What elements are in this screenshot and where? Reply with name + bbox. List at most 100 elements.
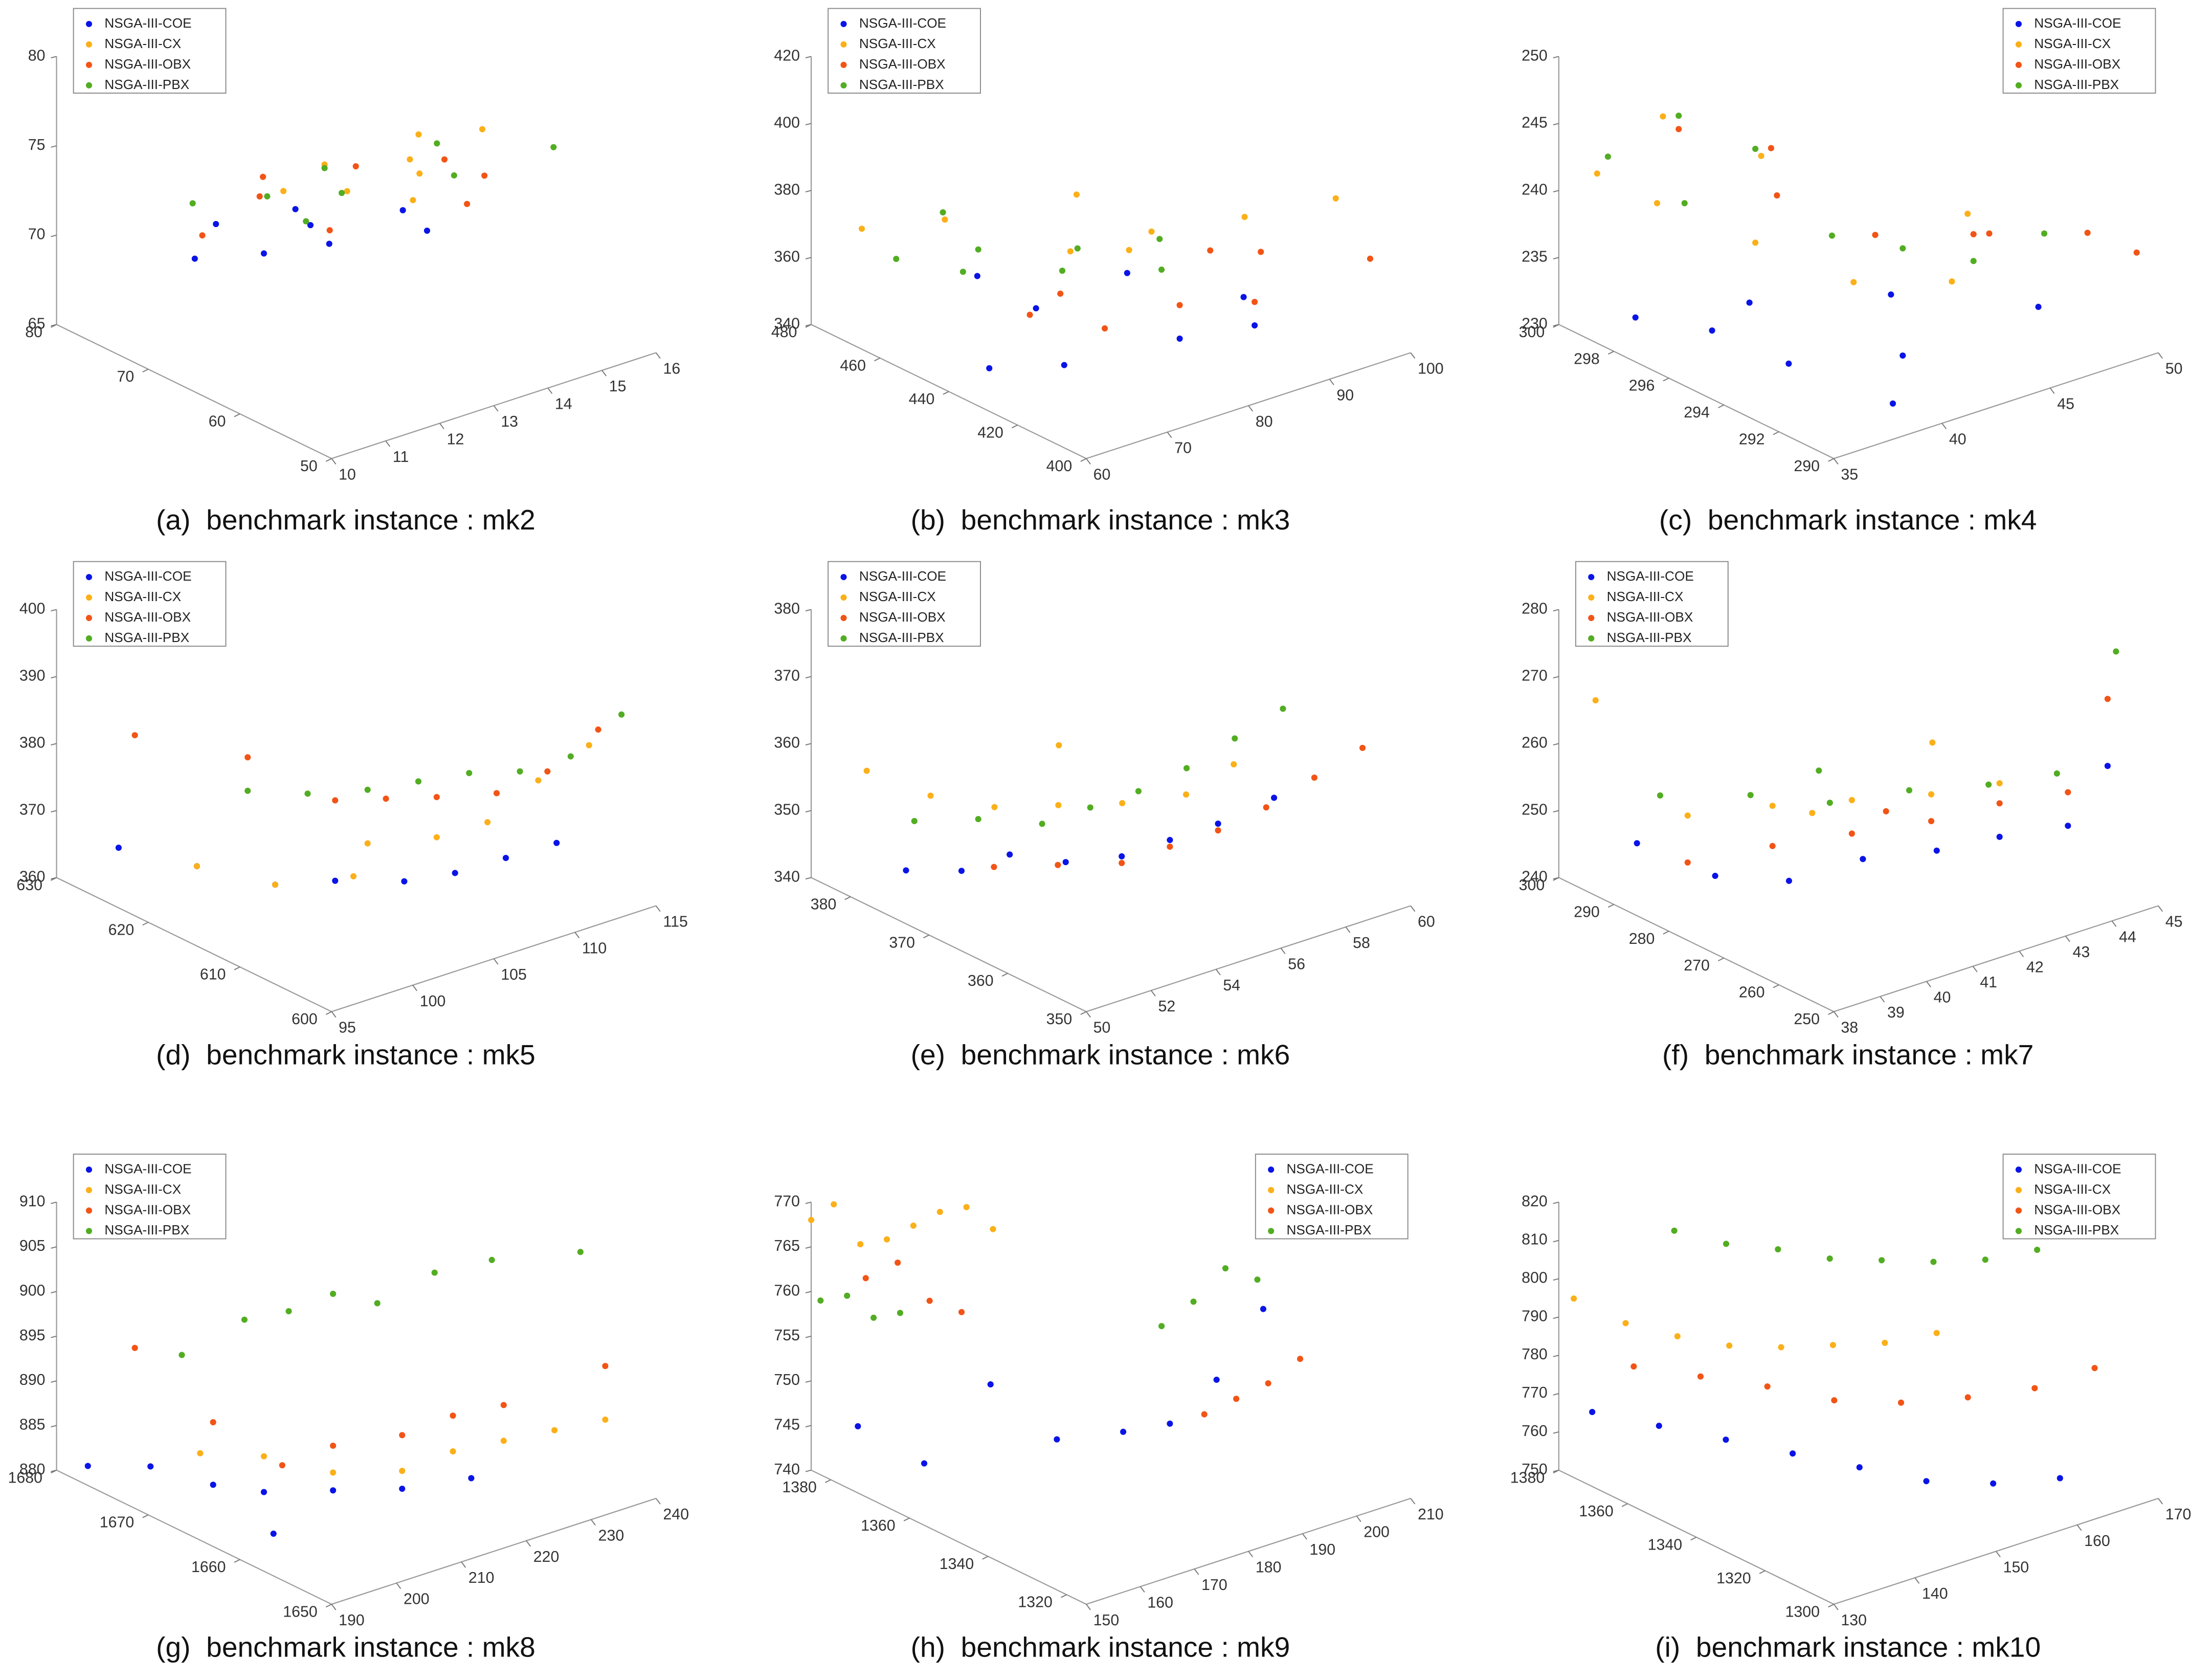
z-tick-label: 350 bbox=[774, 801, 800, 818]
z-tick-label: 230 bbox=[1522, 315, 1548, 332]
x-tick-label: 90 bbox=[1336, 387, 1354, 404]
x-tick-label: 160 bbox=[1147, 1594, 1173, 1611]
point bbox=[1240, 294, 1247, 300]
x-tick-label: 170 bbox=[2165, 1506, 2192, 1523]
point bbox=[1816, 767, 1822, 774]
x-tick-label: 170 bbox=[1201, 1577, 1227, 1594]
legend-marker bbox=[840, 61, 847, 68]
legend-marker bbox=[85, 1187, 93, 1194]
point bbox=[292, 206, 299, 212]
point bbox=[1970, 231, 1977, 237]
legend-box bbox=[73, 1154, 227, 1240]
y-tick-label: 400 bbox=[1046, 458, 1073, 475]
z-tick-label: 420 bbox=[774, 47, 800, 64]
point bbox=[1258, 249, 1264, 255]
x-tick-label: 45 bbox=[2057, 396, 2074, 413]
legend-marker bbox=[840, 41, 847, 48]
y-tick-label: 1340 bbox=[940, 1556, 974, 1573]
point bbox=[410, 197, 416, 204]
point bbox=[1176, 302, 1183, 308]
point bbox=[870, 1314, 877, 1321]
y-tick bbox=[325, 1011, 332, 1015]
legend-marker bbox=[85, 82, 93, 89]
point bbox=[1654, 200, 1661, 207]
z-tick-label: 70 bbox=[28, 226, 46, 243]
z-tick-label: 260 bbox=[1522, 734, 1548, 751]
point bbox=[1634, 840, 1640, 847]
z-tick-label: 360 bbox=[774, 734, 800, 751]
x-tick bbox=[439, 423, 444, 430]
axis-line bbox=[1558, 324, 1835, 459]
y-tick-label: 50 bbox=[300, 458, 318, 475]
x-tick bbox=[1194, 1568, 1199, 1575]
point bbox=[975, 246, 981, 253]
point bbox=[1996, 780, 2003, 787]
legend-label: NSGA-III-PBX bbox=[104, 77, 189, 92]
x-tick-label: 39 bbox=[1887, 1004, 1905, 1021]
z-tick-label: 760 bbox=[774, 1282, 800, 1299]
point bbox=[553, 839, 560, 846]
z-tick-label: 240 bbox=[1522, 181, 1548, 198]
z-tick-label: 250 bbox=[1522, 47, 1548, 64]
z-tick-label: 770 bbox=[774, 1193, 800, 1210]
z-tick-label: 765 bbox=[774, 1238, 800, 1254]
z-tick bbox=[1553, 1240, 1559, 1243]
point bbox=[1878, 1257, 1885, 1264]
x-tick-label: 42 bbox=[2026, 959, 2044, 976]
z-tick-label: 810 bbox=[1522, 1231, 1548, 1248]
z-tick-label: 270 bbox=[1522, 667, 1548, 684]
point bbox=[1119, 853, 1125, 859]
y-tick-label: 1340 bbox=[1648, 1536, 1682, 1553]
x-tick bbox=[1972, 966, 1978, 973]
point bbox=[1933, 1330, 1940, 1336]
y-tick bbox=[1828, 1011, 1835, 1015]
point bbox=[1135, 788, 1142, 794]
point bbox=[364, 840, 371, 847]
z-tick-label: 400 bbox=[774, 114, 800, 131]
legend-marker bbox=[85, 1207, 93, 1214]
x-tick bbox=[1833, 458, 1839, 465]
point bbox=[1769, 843, 1776, 849]
point bbox=[423, 227, 431, 234]
point bbox=[1061, 362, 1067, 368]
point bbox=[863, 767, 870, 774]
point bbox=[910, 1222, 917, 1229]
point bbox=[1764, 1383, 1771, 1390]
point bbox=[986, 365, 993, 371]
z-tick bbox=[1553, 1278, 1559, 1281]
y-tick bbox=[1663, 931, 1669, 935]
legend-label: NSGA-III-OBX bbox=[859, 609, 946, 625]
y-tick bbox=[943, 391, 949, 395]
point bbox=[2065, 789, 2071, 796]
point bbox=[1996, 833, 2003, 840]
x-tick bbox=[1167, 432, 1172, 438]
legend-label: NSGA-III-PBX bbox=[1607, 630, 1692, 645]
point bbox=[2041, 230, 2048, 237]
z-tick bbox=[1553, 1393, 1559, 1396]
y-tick-label: 250 bbox=[1794, 1011, 1820, 1028]
legend-marker bbox=[85, 614, 93, 622]
point bbox=[1656, 1423, 1662, 1429]
z-tick bbox=[51, 1201, 57, 1204]
z-tick-label: 770 bbox=[1522, 1384, 1548, 1401]
x-tick bbox=[1248, 1551, 1254, 1558]
point bbox=[307, 222, 314, 229]
point bbox=[1752, 239, 1759, 246]
z-tick bbox=[1553, 324, 1559, 327]
x-tick-label: 58 bbox=[1353, 935, 1370, 952]
y-tick-label: 440 bbox=[909, 391, 935, 408]
point bbox=[1860, 856, 1866, 863]
z-tick bbox=[805, 1246, 812, 1249]
point bbox=[895, 1260, 901, 1266]
y-tick-label: 1380 bbox=[1510, 1469, 1545, 1486]
point bbox=[350, 873, 357, 880]
legend-label: NSGA-III-OBX bbox=[104, 56, 191, 72]
point bbox=[415, 778, 422, 785]
point bbox=[431, 1269, 438, 1276]
point bbox=[1033, 305, 1039, 312]
point bbox=[2091, 1365, 2098, 1372]
y-tick-label: 294 bbox=[1684, 404, 1710, 421]
x-tick bbox=[1139, 1586, 1145, 1593]
x-tick bbox=[601, 370, 607, 377]
point bbox=[493, 790, 500, 797]
